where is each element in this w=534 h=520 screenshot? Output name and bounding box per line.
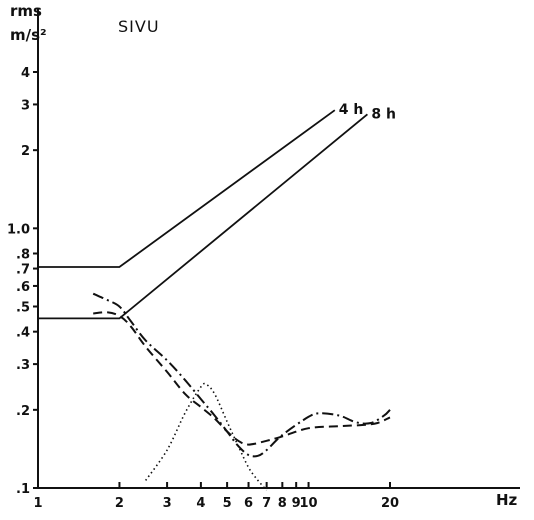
curve-labels: 4 h 8 h <box>339 102 396 122</box>
limit-curve-8h <box>38 113 368 320</box>
y-tick-label-.4: .4 <box>16 326 30 341</box>
x-tick-label-3: 3 <box>163 496 172 511</box>
measured-curve-dashed <box>93 311 391 446</box>
y-tick-label-.8: .8 <box>16 247 30 262</box>
y-axis-label-line1: rms <box>10 2 42 20</box>
curve-label-8h: 8 h <box>371 106 396 122</box>
y-tick-label-1.0: 1.0 <box>7 222 30 237</box>
y-tick-label-.6: .6 <box>16 280 30 295</box>
curve-label-4h: 4 h <box>339 102 364 118</box>
x-tick-label-8: 8 <box>278 496 287 511</box>
x-tick-label-5: 5 <box>223 496 232 511</box>
y-tick-label-.7: .7 <box>16 263 30 278</box>
y-tick-label-.3: .3 <box>16 358 30 373</box>
chart-title: SIVU <box>118 17 160 36</box>
x-tick-label-9: 9 <box>292 496 301 511</box>
y-tick-label-.2: .2 <box>16 404 30 419</box>
measured-curve-dash-dot <box>92 292 391 458</box>
y-axis-label-line2: m/s² <box>10 26 47 44</box>
y-ticks: .1 .2 .3 .4 .5 .6 .7.8 1.0 2 3 4 <box>7 66 39 497</box>
y-tick-label-2: 2 <box>21 144 30 159</box>
x-tick-label-7: 7 <box>262 496 271 511</box>
curves <box>38 109 391 491</box>
limit-curve-4h <box>38 109 336 268</box>
x-tick-label-6: 6 <box>244 496 253 511</box>
x-tick-label-10: 10 <box>300 496 318 511</box>
y-tick-label-.5: .5 <box>16 301 30 316</box>
y-tick-label-4: 4 <box>21 66 30 81</box>
x-tick-label-4: 4 <box>196 496 205 511</box>
x-ticks: 1 2 3 4 5 6 7 8 910 20 <box>33 482 399 511</box>
x-tick-label-1: 1 <box>33 496 42 511</box>
measured-curve-dotted <box>145 382 268 491</box>
x-axis-label: Hz <box>496 491 518 509</box>
y-tick-label-.1: .1 <box>16 482 30 497</box>
y-tick-label-3: 3 <box>21 98 30 113</box>
x-tick-label-20: 20 <box>381 496 399 511</box>
axes <box>37 8 520 489</box>
x-tick-label-2: 2 <box>115 496 124 511</box>
